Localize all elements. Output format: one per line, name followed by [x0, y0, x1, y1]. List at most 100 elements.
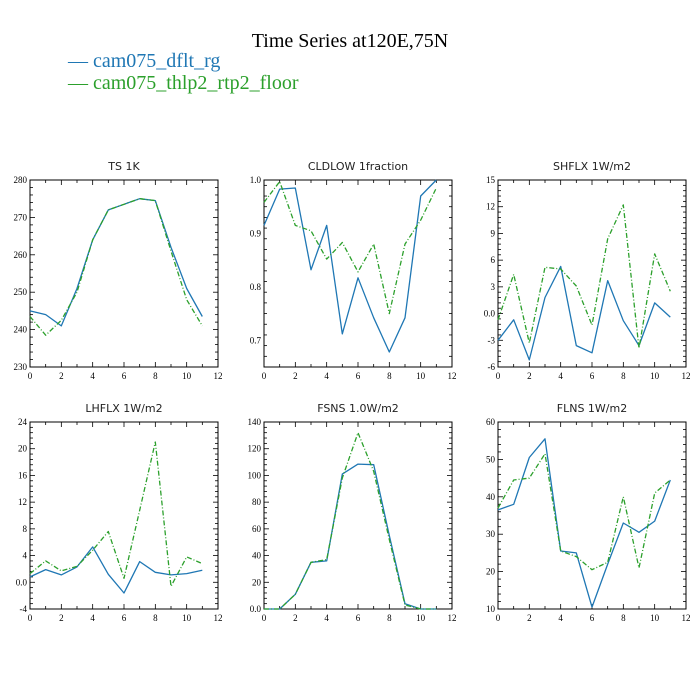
x-tick-label: 2 [293, 371, 298, 381]
y-tick-label: 40 [252, 551, 262, 561]
x-tick-label: 10 [650, 371, 660, 381]
panel-title: TS 1K [107, 160, 140, 173]
y-tick-label: 20 [18, 444, 28, 454]
y-tick-label: 260 [14, 250, 28, 260]
x-tick-label: 0 [28, 371, 33, 381]
panel-title: SHFLX 1W/m2 [553, 160, 631, 173]
y-tick-label: 250 [14, 287, 28, 297]
x-tick-label: 8 [621, 613, 626, 623]
series-line-dflt-rg [263, 179, 437, 353]
y-tick-label: 0.0 [484, 309, 496, 319]
y-tick-label: 3 [491, 282, 496, 292]
x-tick-label: 12 [448, 371, 457, 381]
x-tick-label: 2 [59, 613, 64, 623]
x-tick-label: 12 [682, 371, 691, 381]
x-tick-label: 12 [214, 371, 223, 381]
plot-frame [497, 421, 687, 610]
x-tick-label: 6 [122, 371, 127, 381]
legend-entry-dflt-rg: — cam075_dflt_rg [68, 50, 220, 73]
panel-title: CLDLOW 1fraction [308, 160, 408, 173]
x-tick-label: 2 [527, 613, 532, 623]
series-line-thlp2-rtp2-floor [497, 453, 671, 571]
panel-title: FSNS 1.0W/m2 [317, 402, 399, 415]
x-tick-label: 4 [558, 371, 563, 381]
y-tick-label: 280 [14, 175, 28, 185]
series-line-dflt-rg [497, 265, 671, 361]
y-tick-label: 9 [491, 228, 496, 238]
y-tick-label: 20 [486, 567, 496, 577]
x-tick-label: 6 [590, 613, 595, 623]
y-tick-label: 230 [14, 362, 28, 372]
y-tick-label: 24 [18, 417, 28, 427]
chart-panel-6: FLNS 1W/m2 0 2 4 6 8 10 12 10 20 30 40 50 60 [486, 402, 691, 623]
plot-frame [497, 179, 687, 368]
x-tick-label: 12 [682, 613, 691, 623]
y-tick-label: 240 [14, 325, 28, 335]
y-tick-label: -3 [488, 335, 496, 345]
x-tick-label: 10 [416, 613, 426, 623]
y-tick-label: 40 [486, 492, 496, 502]
chart-panel-5: FSNS 1.0W/m2 0 2 4 6 8 10 12 0.0 20 40 60 80 100 120 14… [248, 402, 457, 623]
series-line-thlp2-rtp2-floor [497, 204, 671, 349]
y-tick-label: 120 [248, 444, 262, 454]
series-line-thlp2-rtp2-floor [263, 180, 437, 315]
legend-label: cam075_thlp2_rtp2_floor [93, 72, 299, 94]
y-tick-label: 4 [23, 551, 28, 561]
y-tick-label: 15 [486, 175, 496, 185]
y-tick-label: 8 [23, 524, 28, 534]
x-tick-label: 6 [356, 613, 361, 623]
y-tick-label: 12 [18, 497, 27, 507]
y-tick-label: 0.9 [250, 228, 262, 238]
x-tick-label: 4 [324, 371, 329, 381]
x-tick-label: 6 [590, 371, 595, 381]
x-tick-label: 0 [496, 371, 501, 381]
x-tick-label: 8 [153, 371, 158, 381]
x-tick-label: 2 [293, 613, 298, 623]
x-tick-label: 12 [448, 613, 457, 623]
plot-frame [263, 179, 453, 368]
chart-panel-2: CLDLOW 1fraction 0 2 4 6 8 10 12 0.7 0.8 0.9 1.0 [250, 160, 457, 381]
y-tick-label: 140 [248, 417, 262, 427]
x-tick-label: 4 [90, 613, 95, 623]
series-line-dflt-rg [264, 463, 437, 610]
x-tick-label: 10 [182, 613, 192, 623]
figure-title: Time Series at120E,75N [251, 30, 449, 52]
y-tick-label: 80 [252, 497, 262, 507]
y-tick-label: 1.0 [250, 175, 262, 185]
x-tick-label: 2 [59, 371, 64, 381]
x-tick-label: 10 [416, 371, 426, 381]
panel-title: FLNS 1W/m2 [557, 402, 627, 415]
chart-panel-3: SHFLX 1W/m2 0 2 4 6 8 10 12 -6 -3 0.0 3 6 9 12 15 [484, 160, 691, 381]
x-tick-label: 4 [90, 371, 95, 381]
legend-line-icon: — [68, 50, 93, 72]
y-tick-label: 6 [491, 255, 496, 265]
y-tick-label: 30 [486, 529, 496, 539]
y-tick-label: 0.0 [16, 577, 28, 587]
y-tick-label: 16 [18, 470, 28, 480]
x-tick-label: 0 [496, 613, 501, 623]
y-tick-label: 50 [486, 454, 496, 464]
x-tick-label: 10 [650, 613, 660, 623]
legend-label: cam075_dflt_rg [93, 50, 221, 72]
x-tick-label: 4 [324, 613, 329, 623]
x-tick-label: 8 [387, 371, 392, 381]
x-tick-label: 12 [214, 613, 223, 623]
y-tick-label: 0.0 [250, 604, 262, 614]
legend-entry-thlp2-rtp2-floor: — cam075_thlp2_rtp2_floor [68, 72, 299, 95]
series-line-thlp2-rtp2-floor [264, 432, 437, 610]
plot-frame [29, 179, 219, 368]
x-tick-label: 0 [262, 613, 267, 623]
series-line-thlp2-rtp2-floor [29, 198, 203, 336]
x-tick-label: 8 [153, 613, 158, 623]
x-tick-label: 8 [621, 371, 626, 381]
chart-panel-1: TS 1K 0 2 4 6 8 10 12 230 240 250 260 270 280 [14, 160, 223, 381]
series-line-thlp2-rtp2-floor [29, 441, 203, 587]
y-tick-label: 10 [486, 604, 496, 614]
series-line-dflt-rg [29, 546, 203, 594]
x-tick-label: 10 [182, 371, 192, 381]
series-line-dflt-rg [29, 198, 203, 327]
y-tick-label: 0.7 [250, 335, 262, 345]
series-line-dflt-rg [497, 438, 671, 608]
y-tick-label: 270 [14, 212, 28, 222]
